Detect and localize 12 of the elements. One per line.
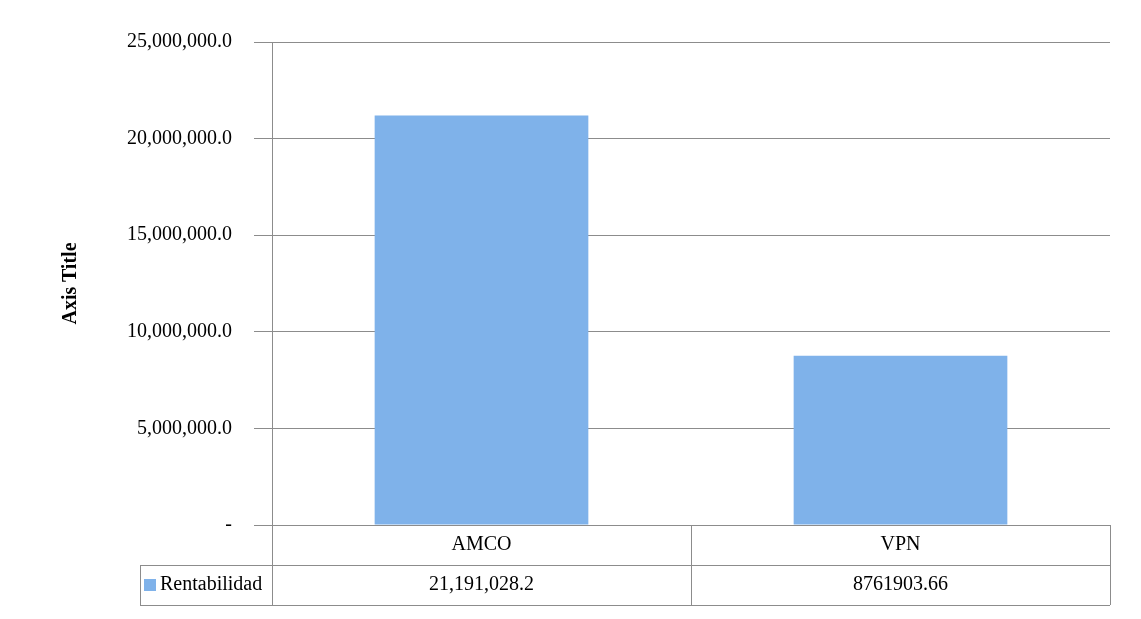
y-tick-label: 5,000,000.0: [137, 415, 232, 438]
x-tick-label: AMCO: [451, 532, 512, 555]
y-axis-title: Axis Title: [58, 242, 81, 325]
y-tick-label: 20,000,000.0: [127, 125, 232, 148]
data-label: 21,191,028.2: [429, 572, 534, 595]
x-tick-label: VPN: [880, 532, 921, 555]
data-label: 8761903.66: [853, 572, 948, 595]
y-tick-label: -: [225, 512, 232, 535]
y-tick-label: 10,000,000.0: [127, 319, 232, 342]
legend-label: Rentabilidad: [160, 572, 263, 595]
y-tick-label: 25,000,000.0: [127, 29, 232, 52]
y-tick-label: 15,000,000.0: [127, 222, 232, 245]
